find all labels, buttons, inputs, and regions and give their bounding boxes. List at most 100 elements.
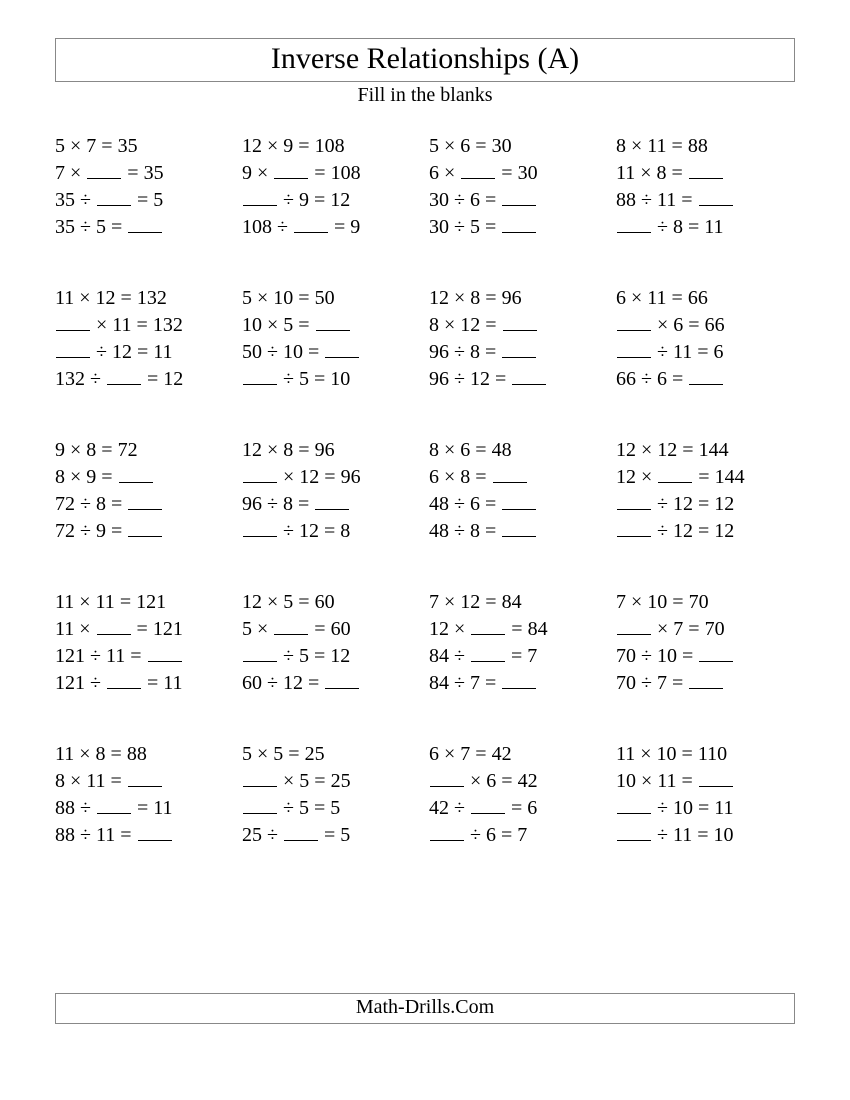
blank-field[interactable]	[512, 366, 546, 385]
blank-field[interactable]	[617, 491, 651, 510]
operator: ÷	[267, 824, 278, 846]
blank-field[interactable]	[325, 670, 359, 689]
blank-field[interactable]	[461, 160, 495, 179]
blank-field[interactable]	[316, 312, 350, 331]
blank-field[interactable]	[138, 822, 172, 841]
blank-field[interactable]	[128, 491, 162, 510]
blank-field[interactable]	[502, 187, 536, 206]
blank-field[interactable]	[689, 670, 723, 689]
blank-field[interactable]	[284, 822, 318, 841]
operator: ×	[257, 618, 268, 640]
equals: =	[475, 439, 486, 461]
blank-field[interactable]	[243, 464, 277, 483]
operand: 10	[714, 824, 734, 846]
blank-field[interactable]	[148, 643, 182, 662]
blank-field[interactable]	[325, 339, 359, 358]
operand: 10	[616, 770, 636, 792]
operand: 96	[341, 466, 361, 488]
operand: 11	[616, 743, 635, 765]
blank-field[interactable]	[315, 491, 349, 510]
blank-field[interactable]	[699, 768, 733, 787]
blank-field[interactable]	[502, 518, 536, 537]
operand: 5	[429, 135, 439, 157]
operand: 12	[616, 439, 636, 461]
equation: 5 × 10 = 50	[242, 285, 421, 312]
operand: 12	[330, 645, 350, 667]
operand: 5	[299, 770, 309, 792]
blank-field[interactable]	[617, 518, 651, 537]
blank-field[interactable]	[107, 366, 141, 385]
blank-field[interactable]	[97, 795, 131, 814]
blank-field[interactable]	[274, 616, 308, 635]
blank-field[interactable]	[617, 214, 651, 233]
operand: 5	[242, 743, 252, 765]
equation: 12 × 9 = 108	[242, 133, 421, 160]
blank-field[interactable]	[617, 795, 651, 814]
equation: 42 ÷ = 6	[429, 795, 608, 822]
blank-field[interactable]	[617, 616, 651, 635]
blank-field[interactable]	[107, 670, 141, 689]
blank-field[interactable]	[689, 366, 723, 385]
blank-field[interactable]	[430, 768, 464, 787]
problem-group: 8 × 11 = 8811 × 8 = 88 ÷ 11 = ÷ 8 = 11	[616, 133, 795, 241]
blank-field[interactable]	[56, 312, 90, 331]
operator: ×	[70, 439, 81, 461]
blank-field[interactable]	[471, 795, 505, 814]
operand: 11	[153, 341, 172, 363]
equals: =	[314, 162, 325, 184]
blank-field[interactable]	[471, 643, 505, 662]
blank-field[interactable]	[502, 670, 536, 689]
equals: =	[137, 618, 148, 640]
operand: 8	[460, 466, 470, 488]
blank-field[interactable]	[128, 518, 162, 537]
blank-field[interactable]	[493, 464, 527, 483]
blank-field[interactable]	[294, 214, 328, 233]
blank-field[interactable]	[617, 312, 651, 331]
equation: 121 ÷ 11 =	[55, 643, 234, 670]
blank-field[interactable]	[243, 643, 277, 662]
blank-field[interactable]	[243, 795, 277, 814]
blank-field[interactable]	[56, 339, 90, 358]
blank-field[interactable]	[243, 518, 277, 537]
equation: 11 × 10 = 110	[616, 741, 795, 768]
blank-field[interactable]	[699, 643, 733, 662]
blank-field[interactable]	[87, 160, 121, 179]
blank-field[interactable]	[243, 187, 277, 206]
blank-field[interactable]	[243, 366, 277, 385]
blank-field[interactable]	[471, 616, 505, 635]
blank-field[interactable]	[617, 339, 651, 358]
blank-field[interactable]	[658, 464, 692, 483]
blank-field[interactable]	[274, 160, 308, 179]
equation: 5 × 6 = 30	[429, 133, 608, 160]
blank-field[interactable]	[502, 491, 536, 510]
blank-field[interactable]	[502, 214, 536, 233]
blank-field[interactable]	[97, 616, 131, 635]
operand: 8	[55, 770, 65, 792]
operand: 12	[283, 672, 303, 694]
equals: =	[298, 135, 309, 157]
blank-field[interactable]	[128, 214, 162, 233]
blank-field[interactable]	[502, 339, 536, 358]
blank-field[interactable]	[699, 187, 733, 206]
operand: 10	[330, 368, 350, 390]
operator: ÷	[90, 645, 101, 667]
problem-group: 9 × 8 = 728 × 9 = 72 ÷ 8 = 72 ÷ 9 =	[55, 437, 234, 545]
blank-field[interactable]	[128, 768, 162, 787]
blank-field[interactable]	[119, 464, 153, 483]
operator: ×	[444, 135, 455, 157]
blank-field[interactable]	[243, 768, 277, 787]
operator: ÷	[80, 824, 91, 846]
operand: 48	[429, 520, 449, 542]
operand: 5	[242, 287, 252, 309]
blank-field[interactable]	[430, 822, 464, 841]
operand: 5	[330, 797, 340, 819]
equation: 11 × = 121	[55, 616, 234, 643]
blank-field[interactable]	[97, 187, 131, 206]
operator: ÷	[267, 672, 278, 694]
blank-field[interactable]	[503, 312, 537, 331]
blank-field[interactable]	[689, 160, 723, 179]
blank-field[interactable]	[617, 822, 651, 841]
equation: 132 ÷ = 12	[55, 366, 234, 393]
operator: ÷	[80, 520, 91, 542]
operand: 9	[86, 466, 96, 488]
